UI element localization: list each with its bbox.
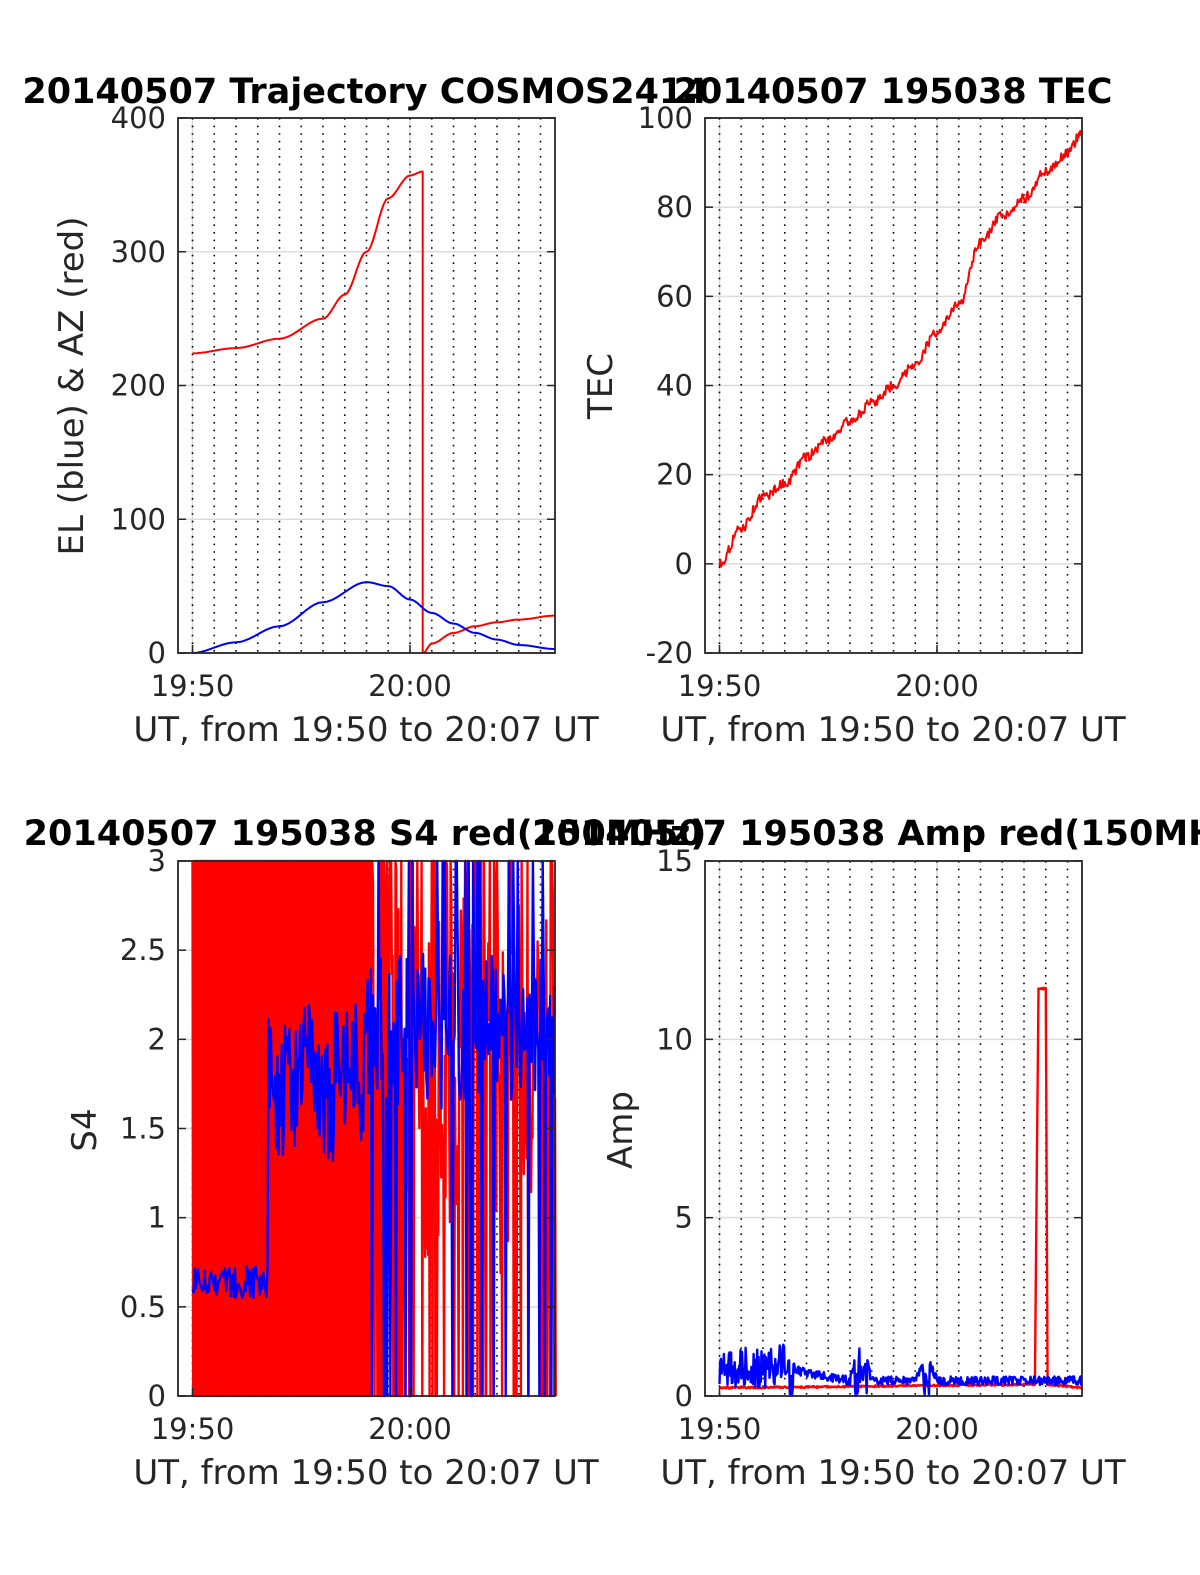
y-axis-label: EL (blue) & AZ (red) — [52, 216, 92, 555]
y-tick-label: 300 — [111, 235, 166, 269]
panel-title: 20140507 Trajectory COSMOS2414 — [22, 72, 707, 112]
y-tick-label: 200 — [111, 369, 166, 403]
x-tick-label: 19:50 — [678, 1412, 762, 1446]
y-tick-label: 100 — [111, 502, 166, 536]
y-tick-label: -20 — [646, 636, 693, 670]
y-tick-label: 0 — [675, 1379, 693, 1413]
series-line-0 — [718, 129, 1083, 568]
y-tick-label: 1.5 — [120, 1112, 166, 1146]
series-line-1 — [192, 581, 556, 654]
x-tick-label: 19:50 — [151, 669, 235, 703]
y-axis-label: S4 — [65, 1108, 105, 1151]
axes-frame — [704, 860, 1083, 1397]
x-tick-label: 20:00 — [368, 669, 452, 703]
y-tick-label: 2 — [148, 1022, 166, 1056]
x-tick-label: 20:00 — [368, 1412, 452, 1446]
series-line-1 — [718, 1343, 1083, 1398]
panel-tec: -20 0 20 40 60 80 100 19:50 20:00 20140507 19503… — [581, 72, 1126, 750]
y-tick-label: 3 — [148, 844, 166, 878]
panel-amp: 0 5 10 15 19:50 20:00 20140507 195038 Amp red… — [532, 814, 1200, 1493]
y-tick-label: 15 — [656, 844, 693, 878]
y-tick-label: 40 — [656, 369, 693, 403]
y-tick-label: 400 — [111, 101, 166, 135]
panel-s4: 0 0.5 1 1.5 2 2.5 3 19:50 20:00 20140507 195038 … — [24, 814, 707, 1493]
panel-title: 20140507 195038 TEC — [674, 72, 1113, 112]
x-axis-label: UT, from 19:50 to 20:07 UT — [660, 710, 1126, 750]
y-tick-label: 0 — [148, 1379, 166, 1413]
y-tick-label: 1 — [148, 1201, 166, 1235]
x-tick-label: 19:50 — [151, 1412, 235, 1446]
y-tick-label: 80 — [656, 190, 693, 224]
y-tick-label: 2.5 — [120, 933, 166, 967]
y-tick-label: 100 — [638, 101, 693, 135]
y-tick-label: 60 — [656, 279, 693, 313]
series-line-0 — [192, 170, 556, 654]
y-tick-label: 0 — [675, 547, 693, 581]
y-axis-label: Amp — [601, 1091, 641, 1169]
x-axis-label: UT, from 19:50 to 20:07 UT — [660, 1453, 1126, 1493]
series-line-0 — [718, 986, 1084, 1390]
x-tick-label: 20:00 — [895, 669, 979, 703]
y-axis-label: TEC — [581, 353, 621, 420]
y-tick-label: 10 — [656, 1022, 693, 1056]
x-tick-label: 20:00 — [895, 1412, 979, 1446]
y-tick-label: 20 — [656, 458, 693, 492]
panel-title: 20140507 195038 S4 red(150MHz) — [24, 814, 707, 854]
y-tick-label: 0.5 — [120, 1290, 166, 1324]
x-tick-label: 19:50 — [678, 669, 762, 703]
panel-title: 20140507 195038 Amp red(150MHz) — [532, 814, 1200, 854]
y-tick-label: 0 — [148, 636, 166, 670]
x-axis-label: UT, from 19:50 to 20:07 UT — [133, 1453, 599, 1493]
x-axis-label: UT, from 19:50 to 20:07 UT — [133, 710, 599, 750]
y-tick-label: 5 — [675, 1201, 693, 1235]
series-line-1 — [191, 859, 556, 1398]
